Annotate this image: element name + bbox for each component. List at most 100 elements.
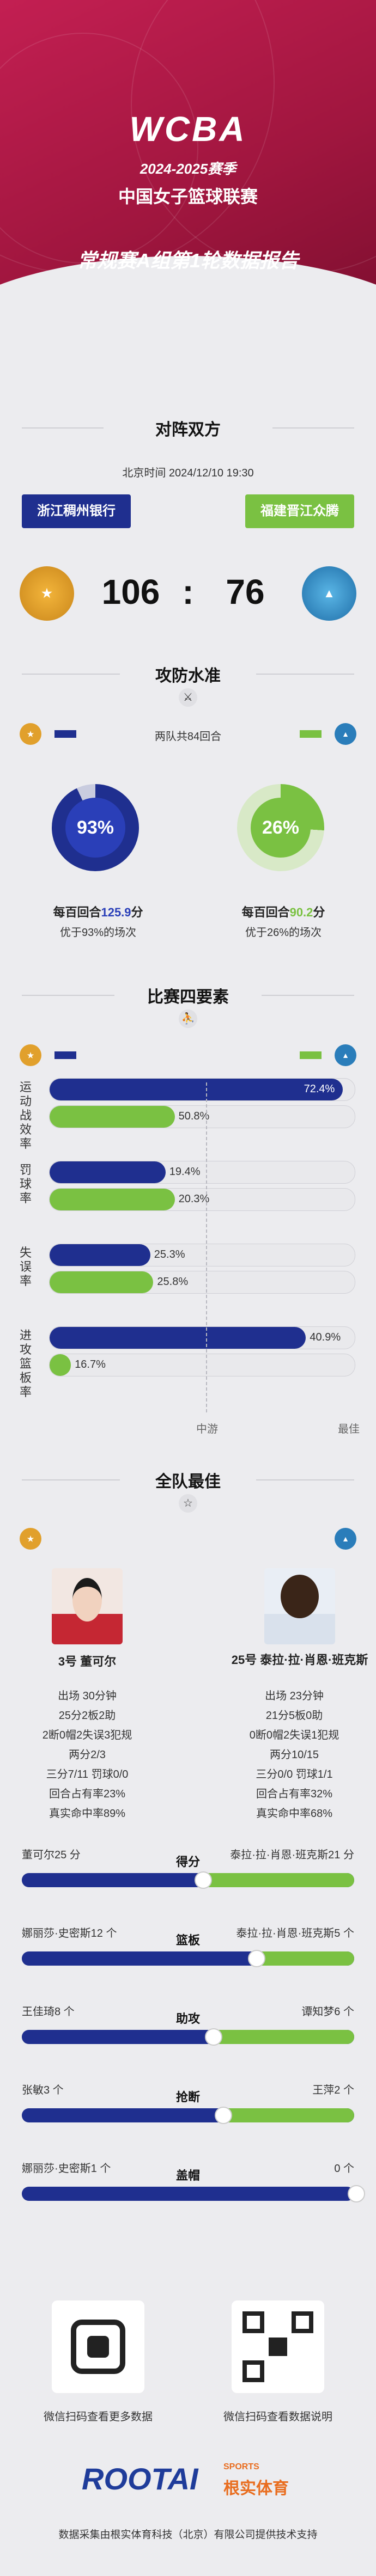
- away-bar-track: [49, 1105, 355, 1128]
- crossed-swords-icon: ⚔: [179, 688, 197, 707]
- away-bar-track: [49, 1271, 355, 1294]
- comparison-category: 抢断: [175, 2090, 200, 2104]
- report-title: 常规赛A组第1轮数据报告: [77, 249, 299, 272]
- away-bar-fill: [50, 1354, 71, 1376]
- per100-prefix: 每百回合: [241, 905, 290, 919]
- home-bar-value: 40.9%: [310, 1331, 341, 1343]
- qr-code-data-explanation[interactable]: [232, 2300, 324, 2393]
- qr-finder: [242, 2360, 264, 2382]
- comparison-left-label: 张敏3 个: [22, 2084, 64, 2096]
- section-line: [272, 427, 354, 429]
- home-per100: 每百回合125.9分: [38, 903, 158, 920]
- comparison-marker: [204, 2028, 222, 2046]
- home-bar-fill: [50, 1161, 166, 1183]
- comparison-right-label: 0 个: [334, 2163, 354, 2175]
- home-player-photo: [52, 1568, 123, 1644]
- home-bar-value: 72.4%: [304, 1083, 335, 1095]
- per100-suffix: 分: [313, 905, 325, 919]
- away-stat-line: 21分5板0助: [265, 1710, 323, 1722]
- comparison-marker: [195, 1871, 213, 1889]
- home-stat-line: 25分2板2助: [58, 1710, 116, 1722]
- comparison-left-label: 董可尔25 分: [22, 1849, 81, 1861]
- comparison-marker: [248, 1950, 265, 1967]
- qr-code-more-data[interactable]: [52, 2300, 144, 2393]
- comparison-marker: [348, 2185, 365, 2202]
- player-head: [72, 1578, 102, 1622]
- away-stat-line: 三分0/0 罚球1/1: [256, 1769, 333, 1780]
- away-percentile-value: 26%: [251, 798, 311, 858]
- away-stat-line: 出场 23分钟: [265, 1690, 324, 1702]
- home-better-than: 优于93%的场次: [59, 927, 137, 939]
- comparison-away-fill: [211, 2030, 354, 2044]
- away-player-photo: [264, 1568, 335, 1644]
- brand-logo: ROOTAI: [82, 2462, 198, 2496]
- comparison-left-label: 娜丽莎·史密斯12 个: [22, 1928, 117, 1939]
- axis-mid-label: 中游: [196, 1423, 218, 1435]
- comparison-right-label: 谭知梦6 个: [301, 2006, 354, 2018]
- qr-left-caption: 微信扫码查看更多数据: [44, 2411, 153, 2423]
- home-player-name: 3号 董可尔: [58, 1655, 117, 1668]
- matchup-title: 对阵双方: [155, 421, 221, 439]
- factor-label: 失误率: [20, 1246, 32, 1288]
- home-percentile-value: 93%: [65, 798, 125, 858]
- axis-best-label: 最佳: [338, 1423, 360, 1435]
- home-bar-fill: [50, 1079, 343, 1100]
- score-separator: :: [182, 572, 194, 611]
- factor-label: 罚球率: [20, 1163, 32, 1205]
- home-percentile-donut: 93%: [52, 784, 139, 871]
- away-score: 76: [226, 572, 265, 611]
- qr-finder: [292, 2311, 313, 2333]
- header-curve: [0, 256, 376, 338]
- away-team-logo-small: ▲: [335, 1528, 356, 1550]
- home-bar-track: [49, 1078, 355, 1101]
- star-icon: ☆: [179, 1494, 197, 1513]
- home-stat-line: 2断0帽2失误3犯规: [42, 1729, 132, 1741]
- home-bar-fill: [50, 1327, 306, 1349]
- offense-title: 攻防水准: [155, 667, 221, 685]
- section-line: [22, 674, 120, 675]
- home-bar-value: 25.3%: [154, 1249, 185, 1261]
- home-bar-track: [49, 1161, 355, 1184]
- best-title: 全队最佳: [155, 1473, 221, 1491]
- home-team-logo-small: ★: [20, 1528, 41, 1550]
- qr-right-caption: 微信扫码查看数据说明: [223, 2411, 332, 2423]
- comparison-marker: [215, 2107, 232, 2124]
- comparison-right-label: 泰拉·拉·肖恩·班克斯5 个: [236, 1928, 354, 1939]
- away-bar-value: 16.7%: [75, 1359, 106, 1370]
- away-bar-fill: [50, 1189, 175, 1210]
- away-player-name: 25号 泰拉·拉·肖恩·班克斯: [231, 1653, 368, 1667]
- qr-center: [269, 2338, 287, 2356]
- away-team-logo-small: ▲: [335, 1044, 356, 1066]
- home-legend-swatch: [54, 730, 76, 738]
- header-banner: WCBA 2024-2025赛季 中国女子篮球联赛 常规赛A组第1轮数据报告: [0, 0, 376, 338]
- away-bar-track: [49, 1188, 355, 1211]
- comparison-category: 助攻: [175, 2012, 200, 2026]
- away-per100-value: 90.2: [289, 905, 313, 919]
- comparison-away-fill: [201, 1873, 354, 1887]
- possessions-text: 两队共84回合: [154, 731, 222, 743]
- per100-prefix: 每百回合: [53, 905, 101, 919]
- section-line: [262, 995, 354, 996]
- comparison-bar: [22, 2030, 354, 2044]
- comparison-category: 得分: [175, 1855, 200, 1869]
- section-line: [22, 1479, 120, 1480]
- factor-label: 进攻篮板率: [20, 1329, 32, 1399]
- away-stat-line: 两分10/15: [269, 1749, 319, 1761]
- season-title: 2024-2025赛季: [140, 161, 236, 177]
- midline: [206, 1082, 207, 1412]
- away-bar-track: [49, 1354, 355, 1376]
- home-legend-swatch: [54, 1051, 76, 1059]
- home-stat-line: 出场 30分钟: [58, 1690, 117, 1702]
- section-line: [256, 1479, 354, 1480]
- home-team-logo: ★: [20, 566, 74, 621]
- away-stat-line: 回合占有率32%: [256, 1788, 333, 1800]
- away-bar-value: 50.8%: [178, 1110, 210, 1122]
- section-line: [256, 674, 354, 675]
- away-team-logo-small: ▲: [335, 723, 356, 745]
- home-team-logo-small: ★: [20, 1044, 41, 1066]
- comparison-left-label: 王佳琦8 个: [22, 2006, 75, 2018]
- away-per100: 每百回合90.2分: [223, 903, 343, 920]
- section-line: [22, 427, 104, 429]
- away-bar-fill: [50, 1271, 154, 1293]
- brand-sub: SPORTS: [223, 2462, 259, 2471]
